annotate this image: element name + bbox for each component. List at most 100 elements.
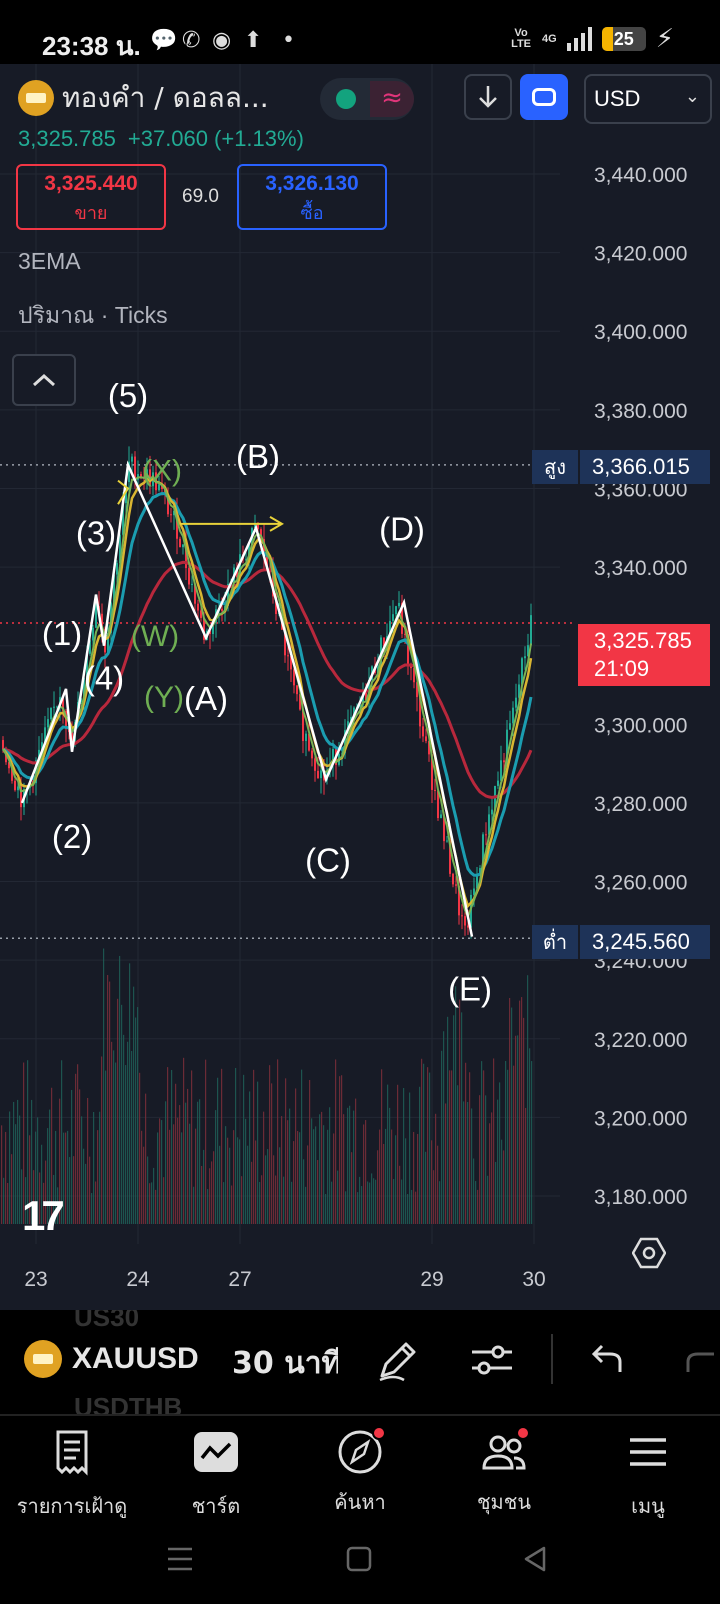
candle-body <box>317 770 319 779</box>
candle-body <box>302 709 304 741</box>
bottom-navigation: รายการเฝ้าดู ชาร์ต ค้นหา ชุมชน <box>0 1414 720 1524</box>
volume-bar <box>93 1111 95 1224</box>
y-tick-label: 3,300.000 <box>594 714 687 737</box>
volume-bar <box>183 1057 185 1224</box>
chart-settings-icon[interactable] <box>632 1236 666 1270</box>
volume-bar <box>177 1117 179 1224</box>
back-icon[interactable] <box>522 1546 548 1572</box>
nav-label: รายการเฝ้าดู <box>16 1494 128 1518</box>
redo-icon[interactable] <box>676 1336 720 1384</box>
volume-bar <box>19 1115 21 1224</box>
symbol-header[interactable]: ทองคำ / ดอลล... <box>18 76 269 120</box>
recent-apps-icon[interactable] <box>166 1546 194 1572</box>
volume-bar <box>149 1183 151 1224</box>
collapse-indicators-button[interactable] <box>12 354 76 406</box>
sell-button[interactable]: 3,325.440 ขาย <box>16 164 166 230</box>
nav-explore[interactable]: ค้นหา <box>288 1426 432 1518</box>
volume-bar <box>427 1067 429 1224</box>
candle-body <box>416 682 418 698</box>
candle-body <box>485 834 487 836</box>
volume-bar <box>341 1075 343 1224</box>
volume-bar <box>235 1067 237 1224</box>
nav-community[interactable]: ชุมชน <box>432 1426 576 1518</box>
x-tick-label: 23 <box>24 1268 47 1291</box>
candle-body <box>314 758 316 771</box>
indicator-volume[interactable]: ปริมาณ · Ticks <box>18 302 168 328</box>
volume-bar <box>47 1128 49 1224</box>
candle-body <box>134 456 136 480</box>
volume-bar <box>155 1189 157 1224</box>
market-open-icon <box>336 89 356 109</box>
volume-bar <box>381 1069 383 1224</box>
volume-bar <box>41 1144 43 1224</box>
volume-bar <box>527 975 529 1224</box>
volume-bar <box>283 1176 285 1224</box>
candle-body <box>344 730 346 754</box>
volume-bar <box>159 1118 161 1224</box>
x-tick-label: 27 <box>228 1268 251 1291</box>
volume-bar <box>503 1150 505 1224</box>
y-tick-label: 3,440.000 <box>594 164 687 187</box>
system-navigation <box>0 1524 720 1604</box>
candle-body <box>482 834 484 869</box>
volume-bar <box>351 1152 353 1224</box>
volume-bar <box>39 1172 41 1224</box>
volume-bar <box>49 1109 51 1224</box>
volume-bar <box>491 1112 493 1224</box>
undo-icon[interactable] <box>584 1336 632 1384</box>
nav-watchlist[interactable]: รายการเฝ้าดู <box>0 1428 144 1522</box>
volume-bar <box>219 1145 221 1224</box>
indicator-ema[interactable]: 3EMA <box>18 248 81 274</box>
layout-button[interactable] <box>520 74 568 120</box>
volume-bar <box>161 1120 163 1224</box>
candle-body <box>497 780 499 786</box>
nav-label: เมนู <box>631 1494 665 1518</box>
x-tick-label: 24 <box>126 1268 150 1291</box>
candle-body <box>158 484 160 491</box>
volume-bar <box>257 1081 259 1224</box>
volume-bar <box>367 1181 369 1224</box>
currency-select[interactable]: USD ⌄ <box>584 74 712 124</box>
candle-body <box>128 461 130 483</box>
volume-bar <box>423 1063 425 1224</box>
volume-bar <box>439 1181 441 1224</box>
volume-bar <box>197 1101 199 1224</box>
market-status[interactable]: ≈ <box>320 78 414 120</box>
wave-label: (4) <box>84 660 124 697</box>
buy-button[interactable]: 3,326.130 ซื้อ <box>237 164 387 230</box>
volume-bar <box>355 1098 357 1224</box>
ema-extra-line <box>2 472 532 920</box>
nav-menu[interactable]: เมนู <box>576 1428 720 1522</box>
volume-bar <box>339 1076 341 1224</box>
candle-body <box>71 731 73 745</box>
volume-bar <box>327 1129 329 1224</box>
candle-body <box>353 707 355 718</box>
volume-bar <box>361 1186 363 1224</box>
volume-bar <box>249 1091 251 1224</box>
community-icon <box>482 1435 526 1470</box>
candle-body <box>41 742 43 750</box>
y-tick-label: 3,360.000 <box>594 478 687 501</box>
download-button[interactable] <box>464 74 512 120</box>
symbol-picker[interactable]: XAUUSD <box>24 1340 199 1378</box>
interval-picker[interactable]: 30 นาที <box>232 1346 338 1381</box>
pencil-icon[interactable] <box>374 1336 422 1384</box>
candle-body <box>89 640 91 654</box>
candle-body <box>500 760 502 781</box>
update-icon: ⬆ <box>244 28 263 53</box>
volume-bar <box>201 1165 203 1224</box>
scroll-ghost-symbol: US30 <box>74 1310 140 1332</box>
volume-bar <box>231 1185 233 1224</box>
symbol-name[interactable]: ทองคำ / ดอลล... <box>62 81 269 114</box>
nav-chart[interactable]: ชาร์ต <box>144 1428 288 1522</box>
candle-body <box>407 634 409 665</box>
chart-area[interactable]: 3,440.000 3,420.000 3,400.000 3,380.000 3,36… <box>0 64 720 1310</box>
volume-bar <box>485 1095 487 1224</box>
volume-bar <box>445 1103 447 1224</box>
indicators-icon[interactable] <box>468 1336 516 1384</box>
home-icon[interactable] <box>346 1546 372 1572</box>
volume-bar <box>333 1133 335 1224</box>
volume-bar <box>489 1123 491 1224</box>
price-chart[interactable]: 3,440.000 3,420.000 3,400.000 3,380.000 3,36… <box>0 64 720 1310</box>
candle-body <box>530 615 532 646</box>
